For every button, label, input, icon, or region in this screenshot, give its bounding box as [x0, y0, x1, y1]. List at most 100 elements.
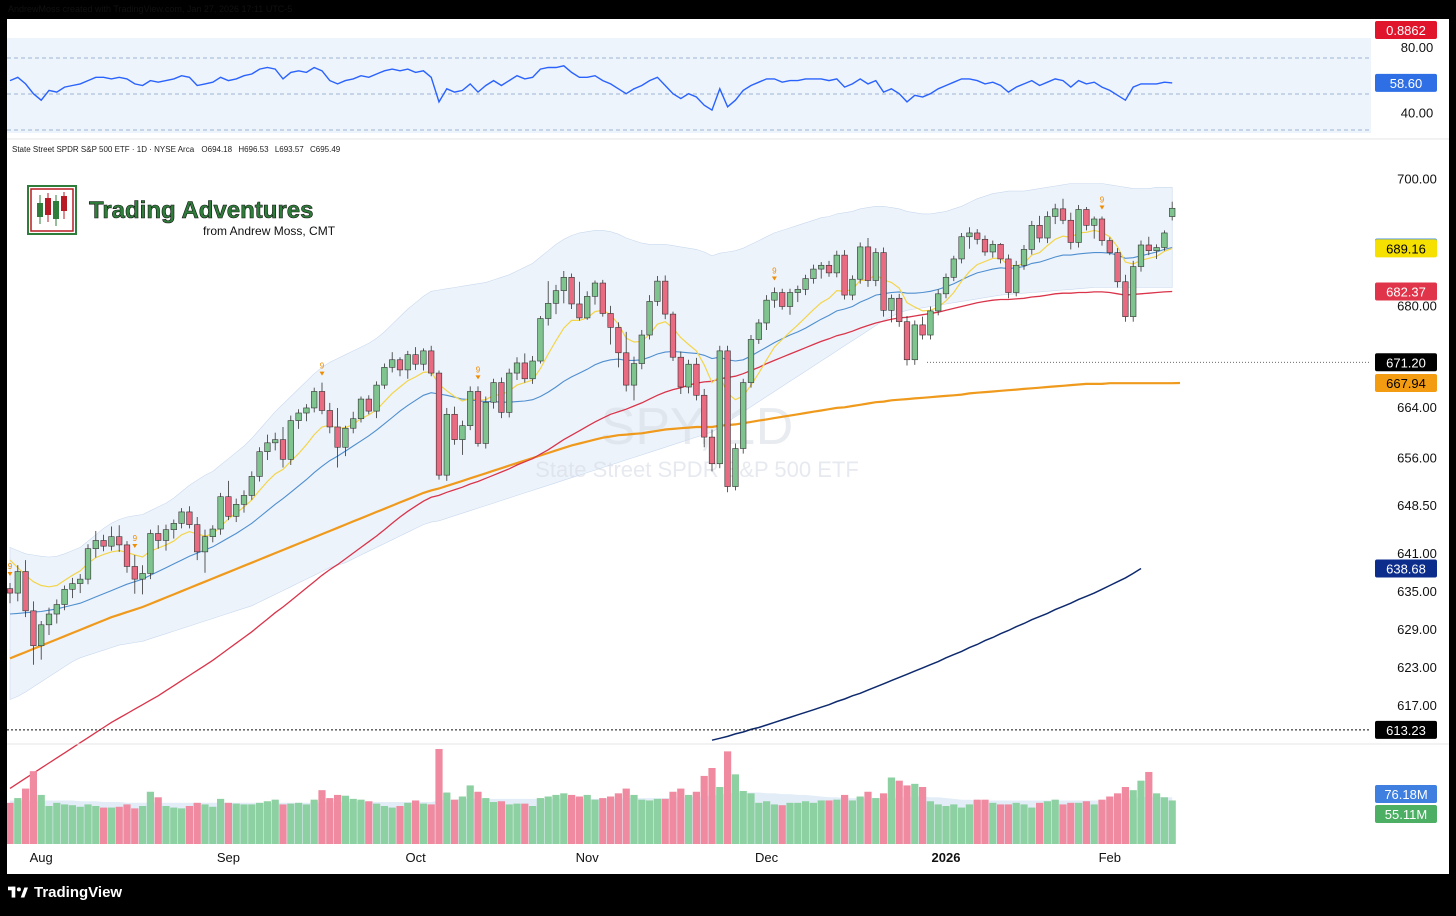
candle[interactable]: [1013, 260, 1020, 297]
candle[interactable]: [396, 357, 404, 377]
candle[interactable]: [1114, 248, 1121, 288]
candle[interactable]: [716, 345, 723, 469]
candle[interactable]: [724, 345, 731, 493]
candle[interactable]: [1075, 205, 1082, 248]
candle[interactable]: [568, 273, 575, 310]
candle[interactable]: [857, 242, 864, 284]
candle[interactable]: [958, 232, 965, 264]
candle[interactable]: [139, 565, 146, 595]
chart-canvas[interactable]: State Street SPDR S&P 500 ETF · 1D · NYS…: [7, 19, 1449, 874]
candle[interactable]: [1122, 274, 1129, 322]
candle[interactable]: [1161, 230, 1168, 251]
candle[interactable]: [591, 280, 599, 305]
candle[interactable]: [1098, 216, 1106, 246]
candle[interactable]: [7, 582, 14, 604]
candle[interactable]: [279, 426, 287, 468]
candle[interactable]: [1153, 244, 1160, 259]
candle[interactable]: [490, 378, 497, 409]
candle[interactable]: [942, 273, 950, 299]
candle[interactable]: [685, 359, 692, 394]
candle[interactable]: [1067, 212, 1074, 250]
candle[interactable]: [334, 407, 341, 468]
candle[interactable]: [864, 238, 872, 287]
candle[interactable]: [1005, 254, 1012, 299]
candle[interactable]: [84, 544, 92, 585]
candle[interactable]: [1169, 201, 1176, 221]
candle[interactable]: [451, 406, 458, 445]
candle[interactable]: [919, 316, 926, 340]
candle[interactable]: [701, 388, 708, 448]
candle[interactable]: [755, 319, 762, 344]
candle[interactable]: [911, 320, 918, 365]
candle[interactable]: [123, 541, 131, 573]
candle[interactable]: [584, 291, 591, 320]
candle[interactable]: [576, 281, 583, 321]
candle[interactable]: [311, 387, 318, 413]
candle[interactable]: [950, 255, 957, 282]
candle[interactable]: [818, 262, 825, 279]
candle[interactable]: [404, 350, 411, 379]
candle[interactable]: [389, 352, 396, 373]
rsi-pane[interactable]: [7, 38, 1371, 133]
candle[interactable]: [303, 404, 310, 422]
candle[interactable]: [732, 443, 739, 491]
candle[interactable]: [630, 356, 638, 401]
candlesticks[interactable]: [7, 198, 1176, 665]
candle[interactable]: [61, 585, 68, 611]
candle[interactable]: [209, 525, 216, 543]
candle[interactable]: [240, 490, 248, 513]
candle[interactable]: [974, 229, 981, 245]
candle[interactable]: [880, 247, 887, 317]
candle[interactable]: [537, 316, 544, 364]
candle[interactable]: [30, 601, 37, 665]
candle[interactable]: [467, 386, 474, 431]
candle[interactable]: [443, 407, 450, 481]
candle[interactable]: [615, 322, 622, 368]
candle[interactable]: [170, 519, 177, 539]
candle[interactable]: [794, 285, 801, 303]
candle[interactable]: [38, 620, 45, 660]
candle[interactable]: [1083, 206, 1090, 231]
candle[interactable]: [989, 240, 996, 258]
candle[interactable]: [607, 305, 614, 345]
candle[interactable]: [786, 288, 794, 315]
candle[interactable]: [1137, 240, 1145, 272]
candle[interactable]: [178, 508, 185, 529]
candle[interactable]: [654, 276, 661, 306]
candle[interactable]: [521, 353, 528, 383]
candle[interactable]: [896, 293, 903, 327]
candle[interactable]: [482, 396, 489, 449]
candle[interactable]: [662, 275, 669, 320]
rsi-axis[interactable]: 80.00 40.00: [1401, 40, 1434, 121]
candle[interactable]: [45, 607, 53, 635]
candle[interactable]: [1059, 198, 1067, 225]
candle[interactable]: [841, 250, 848, 300]
candle[interactable]: [833, 250, 840, 278]
candle[interactable]: [1145, 236, 1152, 256]
candle[interactable]: [92, 530, 99, 558]
candle[interactable]: [256, 447, 263, 482]
candle[interactable]: [272, 432, 279, 451]
candle[interactable]: [326, 402, 333, 434]
candle[interactable]: [194, 517, 201, 561]
candle[interactable]: [428, 345, 435, 377]
candle[interactable]: [763, 295, 770, 330]
candle[interactable]: [435, 370, 443, 480]
candle[interactable]: [116, 525, 123, 552]
candle[interactable]: [903, 316, 911, 366]
candle[interactable]: [225, 480, 232, 521]
candle[interactable]: [1044, 211, 1051, 244]
candle[interactable]: [771, 287, 778, 308]
candle[interactable]: [287, 415, 294, 466]
candle[interactable]: [100, 534, 107, 552]
candle[interactable]: [350, 411, 357, 434]
candle[interactable]: [108, 526, 115, 551]
candle[interactable]: [53, 599, 60, 624]
candle[interactable]: [506, 368, 513, 418]
candle[interactable]: [825, 260, 833, 277]
candle[interactable]: [318, 382, 326, 415]
candle[interactable]: [474, 386, 482, 447]
candle[interactable]: [498, 377, 505, 419]
candle[interactable]: [264, 434, 271, 460]
candle[interactable]: [412, 347, 419, 370]
